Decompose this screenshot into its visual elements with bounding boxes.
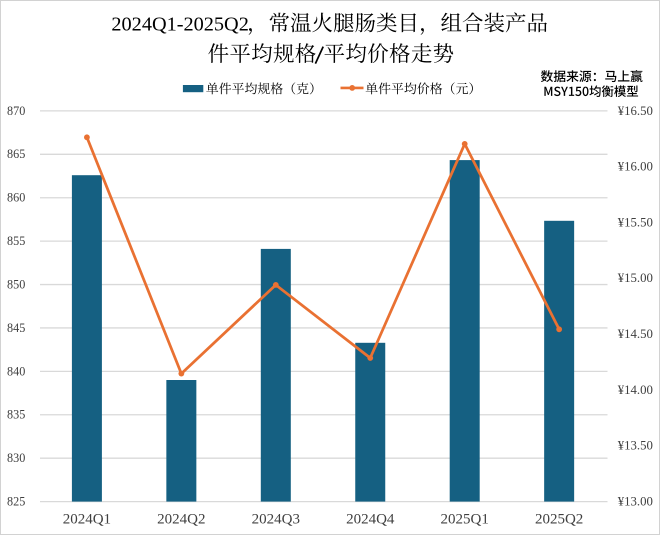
svg-text:840: 840 — [7, 364, 25, 378]
svg-text:2025Q2: 2025Q2 — [535, 512, 583, 528]
svg-text:2024Q4: 2024Q4 — [346, 512, 395, 528]
svg-text:860: 860 — [7, 191, 25, 205]
svg-text:¥16.00: ¥16.00 — [618, 160, 653, 174]
svg-text:¥13.00: ¥13.00 — [618, 494, 653, 508]
svg-text:¥13.50: ¥13.50 — [618, 439, 653, 453]
svg-text:835: 835 — [7, 408, 25, 422]
svg-text:¥15.50: ¥15.50 — [618, 215, 653, 229]
svg-text:2024Q1-2025Q2: 2024Q1-2025Q2 — [111, 14, 248, 36]
svg-text:870: 870 — [7, 104, 25, 118]
svg-text:825: 825 — [7, 494, 25, 508]
svg-text:2024Q3: 2024Q3 — [252, 512, 300, 528]
svg-text:2024Q1: 2024Q1 — [63, 512, 111, 528]
svg-text:855: 855 — [7, 234, 25, 248]
svg-text:845: 845 — [7, 321, 25, 335]
svg-text:¥14.00: ¥14.00 — [618, 383, 653, 397]
svg-text:2024Q2: 2024Q2 — [157, 512, 205, 528]
svg-text:¥16.50: ¥16.50 — [618, 104, 653, 118]
svg-text:830: 830 — [7, 451, 25, 465]
svg-text:2025Q1: 2025Q1 — [441, 512, 489, 528]
svg-text:865: 865 — [7, 147, 25, 161]
svg-text:¥15.00: ¥15.00 — [618, 271, 653, 285]
svg-text:¥14.50: ¥14.50 — [618, 327, 653, 341]
svg-text:850: 850 — [7, 277, 25, 291]
